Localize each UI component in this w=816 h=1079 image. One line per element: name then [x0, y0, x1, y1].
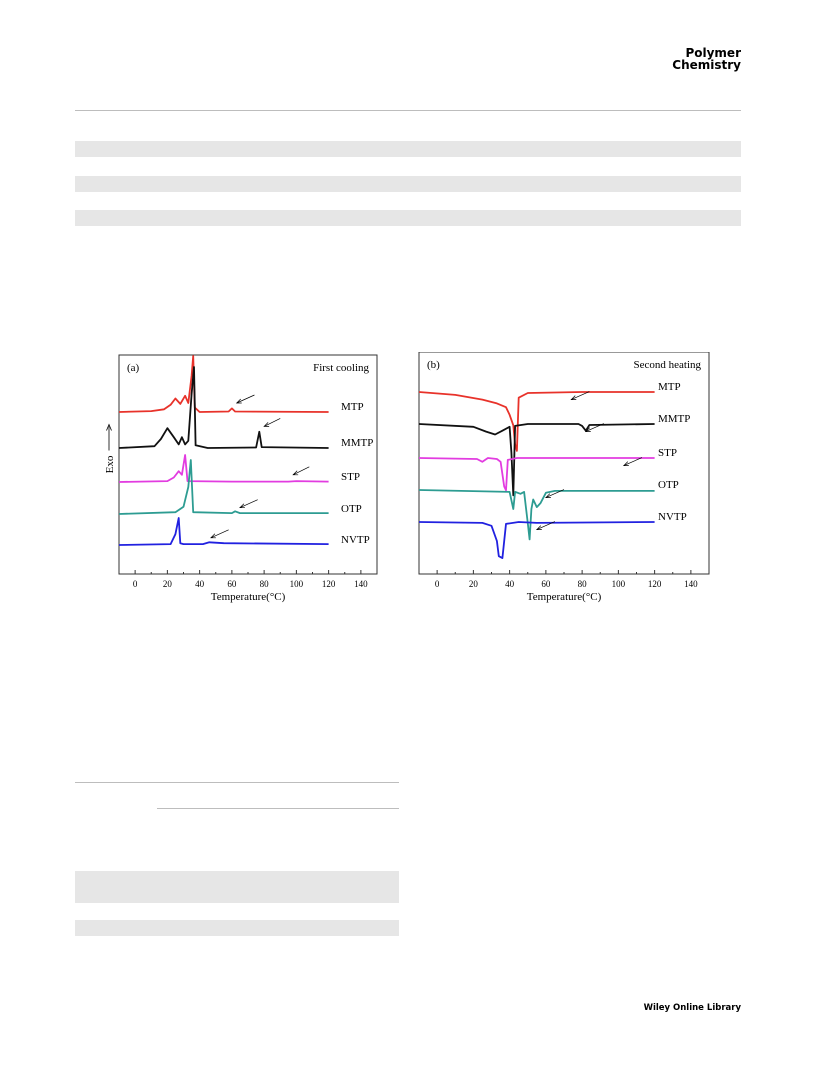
series-line-nvtp	[418, 521, 655, 559]
x-tick-label-60: 60	[541, 579, 551, 589]
legend-label-mmtp: MMTP	[341, 437, 373, 449]
transition-arrow	[623, 457, 643, 466]
x-tick-label-120: 120	[322, 579, 336, 589]
transition-arrow	[210, 529, 229, 539]
y-axis-arrowhead	[106, 423, 112, 431]
chart-panel-a: 0 20 40 60 80 100 120 140 Temperature(°C) (a) Firs…	[105, 352, 400, 617]
series-line-stp	[418, 457, 655, 492]
x-tick-label-20: 20	[469, 579, 479, 589]
y-axis-label: Endo	[411, 451, 414, 475]
series-line-nvtp	[118, 517, 329, 546]
transition-arrowhead	[584, 427, 591, 432]
table-rule-top	[75, 782, 399, 783]
header-divider	[75, 110, 741, 111]
chart-title: First cooling	[313, 362, 369, 374]
transition-arrow	[292, 466, 310, 476]
transition-arrow	[236, 394, 255, 404]
transition-arrow	[545, 489, 565, 498]
x-tick-label-80: 80	[260, 579, 270, 589]
redacted-table-row	[75, 871, 399, 903]
journal-name: Polymer Chemistry	[672, 47, 741, 71]
legend-label-mmtp: MMTP	[658, 413, 690, 425]
legend-label-mtp: MTP	[341, 401, 364, 413]
transition-arrowhead	[210, 533, 216, 539]
legend-label-nvtp: NVTP	[341, 534, 370, 546]
transition-arrowhead	[239, 503, 245, 509]
table-rule-sub	[157, 808, 399, 809]
chart-title: Second heating	[633, 359, 701, 371]
y-axis-label: Exo	[105, 455, 116, 473]
legend-label-otp: OTP	[341, 503, 362, 515]
transition-arrowhead	[545, 493, 551, 498]
x-tick-label-100: 100	[612, 579, 626, 589]
transition-arrowhead	[570, 395, 577, 400]
transition-arrow	[585, 423, 605, 432]
transition-arrow	[239, 499, 258, 509]
legend-label-nvtp: NVTP	[658, 511, 687, 523]
x-tick-label-80: 80	[578, 579, 588, 589]
chart-b: 0 20 40 60 80 100 120 140 Temperature(°C) (b) Seco…	[411, 352, 710, 603]
x-tick-label-120: 120	[648, 579, 662, 589]
transition-arrow	[571, 391, 590, 400]
redacted-table-row	[75, 920, 399, 936]
series-line-mmtp	[118, 366, 329, 449]
series-line-otp	[118, 459, 329, 515]
redacted-text-line	[75, 210, 741, 226]
transition-arrowhead	[622, 461, 629, 466]
series-line-stp	[118, 454, 329, 483]
journal-name-line1: Polymer	[685, 46, 741, 60]
x-tick-label-100: 100	[290, 579, 304, 589]
transition-arrowhead	[535, 525, 542, 530]
legend-label-mtp: MTP	[658, 381, 681, 393]
x-tick-label-140: 140	[354, 579, 368, 589]
legend-label-stp: STP	[658, 447, 677, 459]
x-tick-label-0: 0	[435, 579, 440, 589]
x-axis-label: Temperature(°C)	[211, 591, 286, 603]
series-line-mtp	[418, 391, 655, 452]
x-tick-label-140: 140	[684, 579, 698, 589]
series-line-otp	[418, 489, 655, 541]
chart-a: 0 20 40 60 80 100 120 140 Temperature(°C) (a) Firs…	[105, 354, 378, 603]
series-line-mmtp	[418, 423, 655, 497]
transition-arrowhead	[235, 398, 242, 404]
redacted-text-line	[75, 141, 741, 157]
transition-arrow	[263, 418, 281, 427]
x-tick-label-20: 20	[163, 579, 173, 589]
x-tick-label-40: 40	[195, 579, 205, 589]
journal-name-line2: Chemistry	[672, 58, 741, 72]
x-tick-label-40: 40	[505, 579, 515, 589]
chart-panel-b: 0 20 40 60 80 100 120 140 Temperature(°C) (b) Seco…	[411, 352, 716, 607]
transition-arrowhead	[292, 470, 299, 476]
panel-label: (b)	[427, 359, 440, 371]
panel-label: (a)	[127, 362, 140, 374]
x-tick-label-60: 60	[227, 579, 237, 589]
legend-label-stp: STP	[341, 471, 360, 483]
plot-frame	[118, 354, 378, 575]
x-tick-label-0: 0	[133, 579, 138, 589]
transition-arrowhead	[263, 422, 270, 427]
x-axis-label: Temperature(°C)	[527, 591, 602, 603]
publisher-footer: Wiley Online Library	[643, 1003, 741, 1013]
legend-label-otp: OTP	[658, 479, 679, 491]
series-line-mtp	[118, 355, 329, 413]
redacted-text-line	[75, 176, 741, 192]
transition-arrow	[536, 521, 556, 530]
